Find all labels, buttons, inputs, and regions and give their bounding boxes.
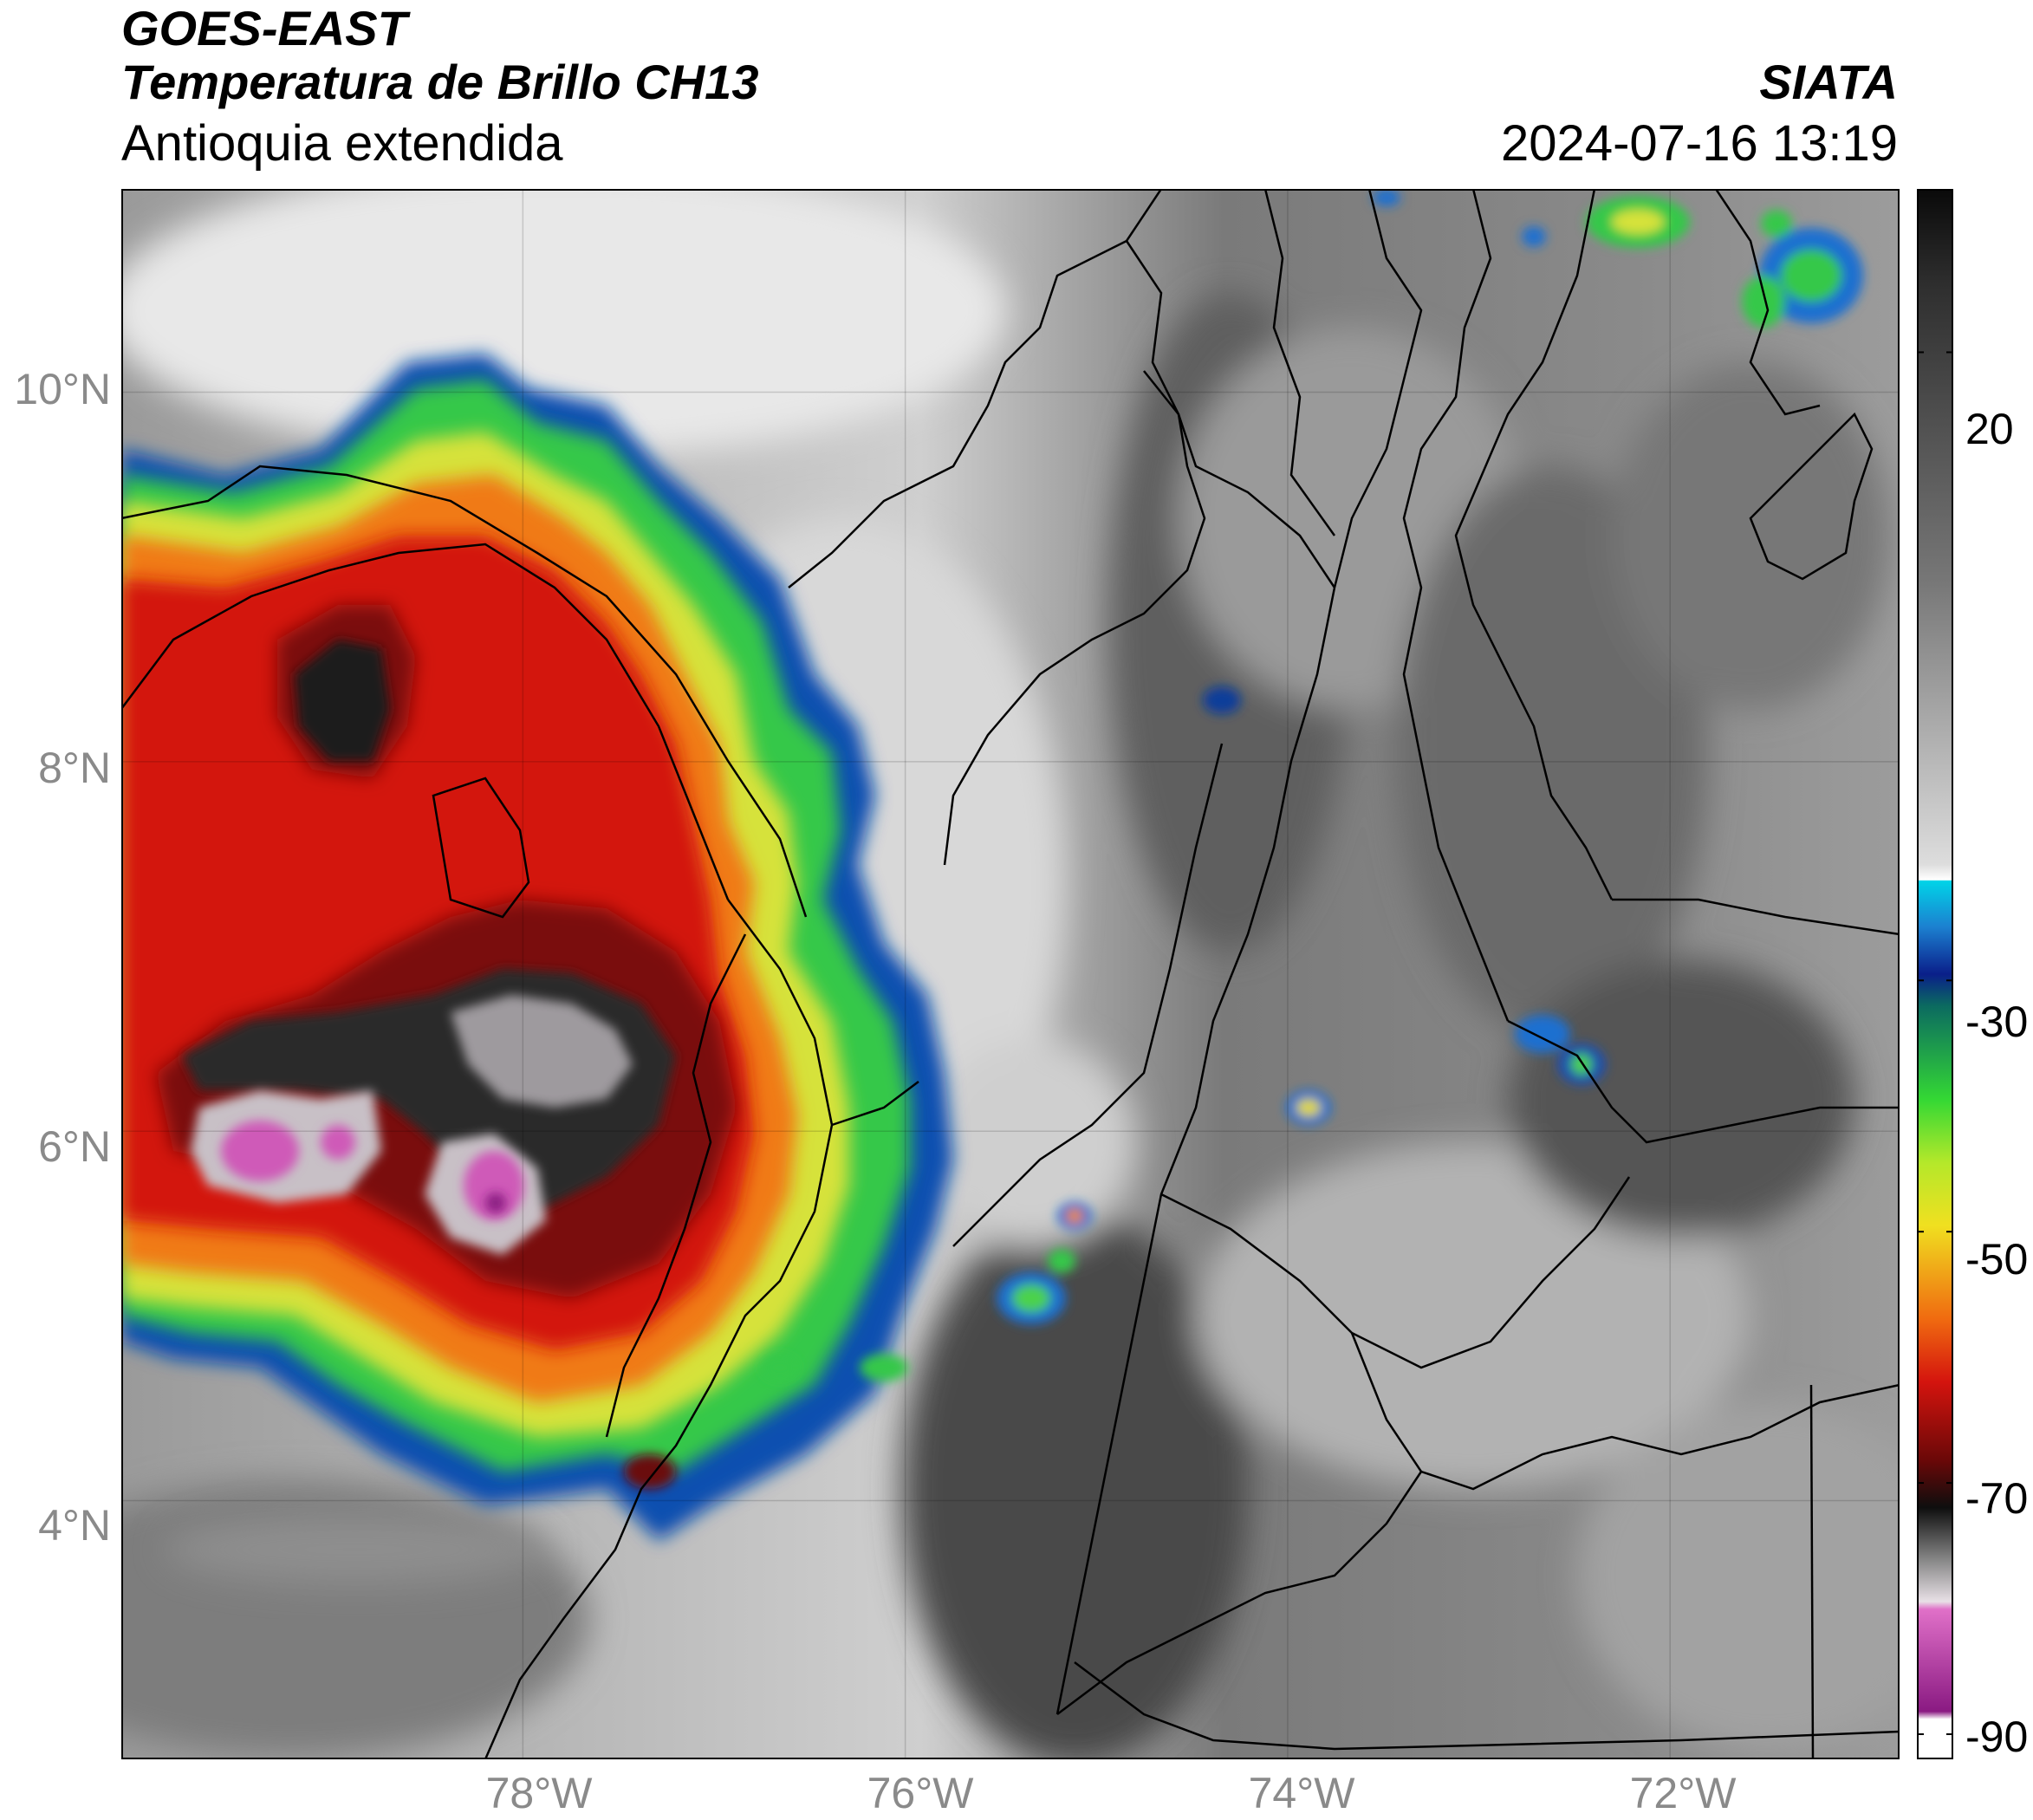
small-convective-cells (763, 189, 1863, 1381)
satellite-title: GOES-EAST (121, 1, 407, 55)
colorbar-label-minus50: -50 (1965, 1235, 2029, 1284)
organization-label: SIATA (1759, 55, 1898, 109)
lon-label-78: 78°W (485, 1769, 593, 1817)
satellite-map (121, 189, 1900, 1759)
timestamp-label: 2024-07-16 13:19 (1501, 115, 1898, 172)
department-border-1 (952, 743, 1224, 1247)
lon-label-74: 74°W (1248, 1769, 1355, 1817)
choco-border (605, 933, 747, 1438)
product-title: Temperatura de Brillo CH13 (121, 55, 759, 109)
panama-province (432, 777, 530, 919)
colorbar-ticks (1917, 351, 1953, 1736)
colorbar-label-20: 20 (1965, 405, 2014, 453)
border-segment-guaviare (1350, 1332, 1900, 1491)
lon-label-76: 76°W (867, 1769, 974, 1817)
lon-label-72: 72°W (1629, 1769, 1737, 1817)
border-segment (831, 1081, 919, 1127)
lat-label-4: 4°N (38, 1501, 111, 1550)
colorbar-label-minus90: -90 (1965, 1713, 2029, 1761)
pacific-coast (484, 899, 834, 1759)
border-segment-vertical (1809, 1384, 1815, 1759)
colorbar-label-minus30: -30 (1965, 998, 2029, 1046)
border-segment-bottom (1074, 1661, 1900, 1751)
border-segment-meta (1507, 1019, 1900, 1144)
border-segment-east (1612, 898, 1900, 936)
graticule (121, 189, 1900, 1759)
colorbar (1917, 189, 1953, 1759)
lat-label-8: 8°N (38, 744, 111, 792)
department-border-6 (1055, 587, 1336, 1715)
colorbar-gradient (1917, 189, 1953, 1759)
political-borders (121, 189, 1900, 1759)
border-segment-south (1160, 1176, 1631, 1369)
department-border-2 (788, 189, 1163, 588)
venezuela-border (1454, 189, 1614, 900)
department-border-5 (1263, 189, 1336, 536)
panama-border (121, 465, 808, 918)
coastline-caribbean (121, 543, 730, 900)
border-segment-guajira (1714, 189, 1821, 416)
border-segment-southwest (1056, 1471, 1423, 1715)
lat-label-10: 10°N (14, 365, 111, 413)
department-border-4 (1125, 240, 1336, 588)
map-frame (121, 189, 1900, 1759)
department-border-3 (943, 370, 1206, 866)
convective-system (121, 354, 953, 1584)
region-subtitle: Antioquia extendida (121, 115, 563, 172)
department-border-8 (1402, 189, 1510, 1022)
colorbar-label-minus70: -70 (1965, 1474, 2029, 1523)
department-border-7 (1333, 189, 1423, 588)
lake-maracaibo (1749, 412, 1874, 581)
lat-label-6: 6°N (38, 1122, 111, 1171)
